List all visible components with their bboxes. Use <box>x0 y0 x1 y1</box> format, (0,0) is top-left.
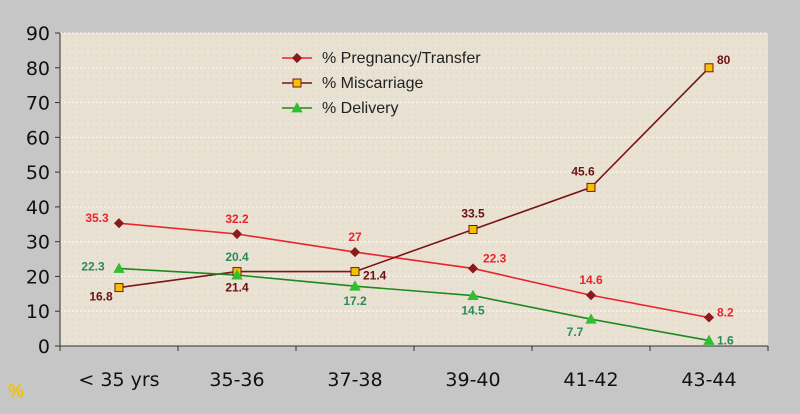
miscarriage-data-label: 45.6 <box>571 164 595 178</box>
miscarriage-point <box>114 283 124 293</box>
miscarriage-point <box>704 63 714 73</box>
legend-swatch-marker <box>291 102 303 113</box>
miscarriage-data-label: 80 <box>717 53 731 67</box>
legend: % Pregnancy/Transfer % Miscarriage % Deliv… <box>282 50 481 117</box>
series-delivery-line <box>118 267 710 342</box>
y-tick-label: 80 <box>26 58 50 80</box>
y-tick-label: 20 <box>26 266 50 288</box>
delivery-data-label: 14.5 <box>461 304 485 318</box>
miscarriage-data-label: 21.4 <box>363 269 387 283</box>
x-tick-label: 41-42 <box>563 369 618 391</box>
series-layer <box>113 63 715 345</box>
legend-item-pregnancy: % Pregnancy/Transfer <box>282 50 481 67</box>
miscarriage-point <box>468 224 478 234</box>
legend-swatch-marker <box>291 52 303 64</box>
delivery-data-label: 7.7 <box>567 325 584 339</box>
x-tick-label: < 35 yrs <box>78 369 159 391</box>
y-tick-label: 30 <box>26 232 50 254</box>
y-axis: 0 10 20 30 40 50 60 70 80 90 <box>26 23 61 358</box>
pregnancy-data-label: 14.6 <box>579 273 603 287</box>
pregnancy-data-label: 27 <box>348 230 362 244</box>
plot-area <box>60 33 768 346</box>
legend-item-miscarriage: % Miscarriage <box>282 75 423 92</box>
legend-swatch-marker <box>292 78 302 88</box>
x-axis: < 35 yrs 35-36 37-38 39-40 41-42 43-44 <box>59 345 769 391</box>
miscarriage-data-label: 33.5 <box>461 206 485 220</box>
legend-label: % Pregnancy/Transfer <box>322 50 481 67</box>
y-tick-label: 90 <box>26 23 50 45</box>
y-tick-label: 0 <box>38 336 50 358</box>
delivery-data-label: 1.6 <box>717 333 734 347</box>
x-tick-label: 35-36 <box>209 369 264 391</box>
pregnancy-data-label: 35.3 <box>85 211 109 225</box>
pregnancy-point <box>467 263 479 274</box>
data-labels: 35.3 32.2 27 22.3 14.6 8.2 16.8 21.4 21.4 33.5 45.… <box>81 53 734 348</box>
miscarriage-point <box>586 182 596 192</box>
y-tick-label: 40 <box>26 197 50 219</box>
pregnancy-data-label: 8.2 <box>717 305 734 319</box>
gridlines <box>60 32 768 312</box>
pregnancy-point <box>231 228 243 240</box>
miscarriage-data-label: 21.4 <box>225 281 249 295</box>
legend-label: % Miscarriage <box>322 75 423 92</box>
pregnancy-point <box>349 247 361 258</box>
y-unit-label: % <box>8 381 24 401</box>
y-tick-label: 10 <box>26 301 50 323</box>
pregnancy-data-label: 32.2 <box>225 212 249 226</box>
miscarriage-point <box>350 267 360 277</box>
delivery-point <box>703 334 715 345</box>
pregnancy-data-label: 22.3 <box>483 251 507 265</box>
legend-item-delivery: % Delivery <box>282 100 398 117</box>
pregnancy-point <box>113 218 125 229</box>
series-pregnancy-line <box>118 222 710 319</box>
delivery-point <box>585 313 597 324</box>
delivery-point <box>349 280 361 291</box>
delivery-data-label: 22.3 <box>81 259 105 273</box>
delivery-point <box>467 289 479 300</box>
x-tick-label: 37-38 <box>327 369 382 391</box>
x-tick-label: 39-40 <box>445 369 500 391</box>
pregnancy-point <box>703 312 715 323</box>
miscarriage-data-label: 16.8 <box>89 290 113 304</box>
delivery-data-label: 20.4 <box>225 250 249 264</box>
pregnancy-point <box>585 290 597 301</box>
y-tick-label: 50 <box>26 162 50 184</box>
y-tick-label: 60 <box>26 127 50 149</box>
x-tick-label: 43-44 <box>681 369 736 391</box>
delivery-data-label: 17.2 <box>343 294 367 308</box>
delivery-point <box>113 262 125 273</box>
legend-label: % Delivery <box>322 100 398 117</box>
delivery-point <box>231 269 243 280</box>
y-tick-label: 70 <box>26 93 50 115</box>
